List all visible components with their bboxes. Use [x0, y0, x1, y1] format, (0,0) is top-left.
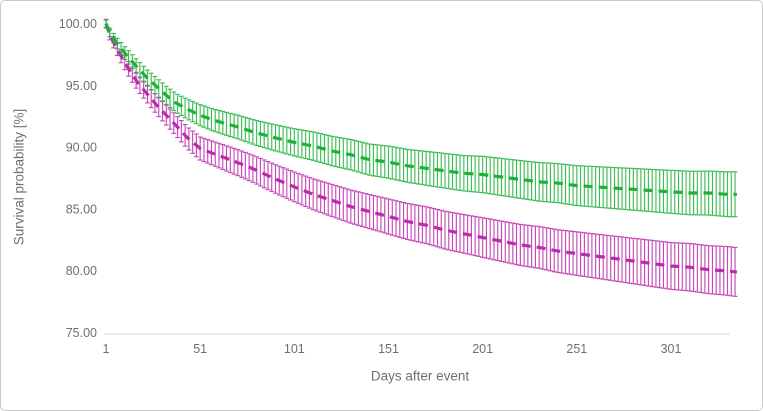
y-tick-label: 85.00 — [66, 202, 97, 216]
x-tick-label: 301 — [661, 342, 682, 356]
x-axis-title: Days after event — [370, 368, 470, 384]
x-tick-label: 101 — [284, 342, 305, 356]
x-tick-label: 151 — [378, 342, 399, 356]
y-tick-label: 80.00 — [66, 264, 97, 278]
x-tick-label: 251 — [566, 342, 587, 356]
x-tick-label: 201 — [472, 342, 493, 356]
y-tick-label: 75.00 — [66, 326, 97, 340]
y-tick-label: 100.00 — [59, 17, 97, 31]
x-tick-label: 1 — [103, 342, 110, 356]
green-series-line — [104, 23, 737, 196]
x-tick-label: 51 — [193, 342, 207, 356]
magenta-series-line — [104, 23, 738, 274]
y-axis-title: Survival probability [%] — [11, 108, 27, 246]
y-tick-label: 90.00 — [66, 141, 97, 155]
magenta-series-error-bars — [103, 18, 738, 297]
green-series-error-bars — [103, 19, 738, 218]
y-tick-label: 95.00 — [66, 79, 97, 93]
